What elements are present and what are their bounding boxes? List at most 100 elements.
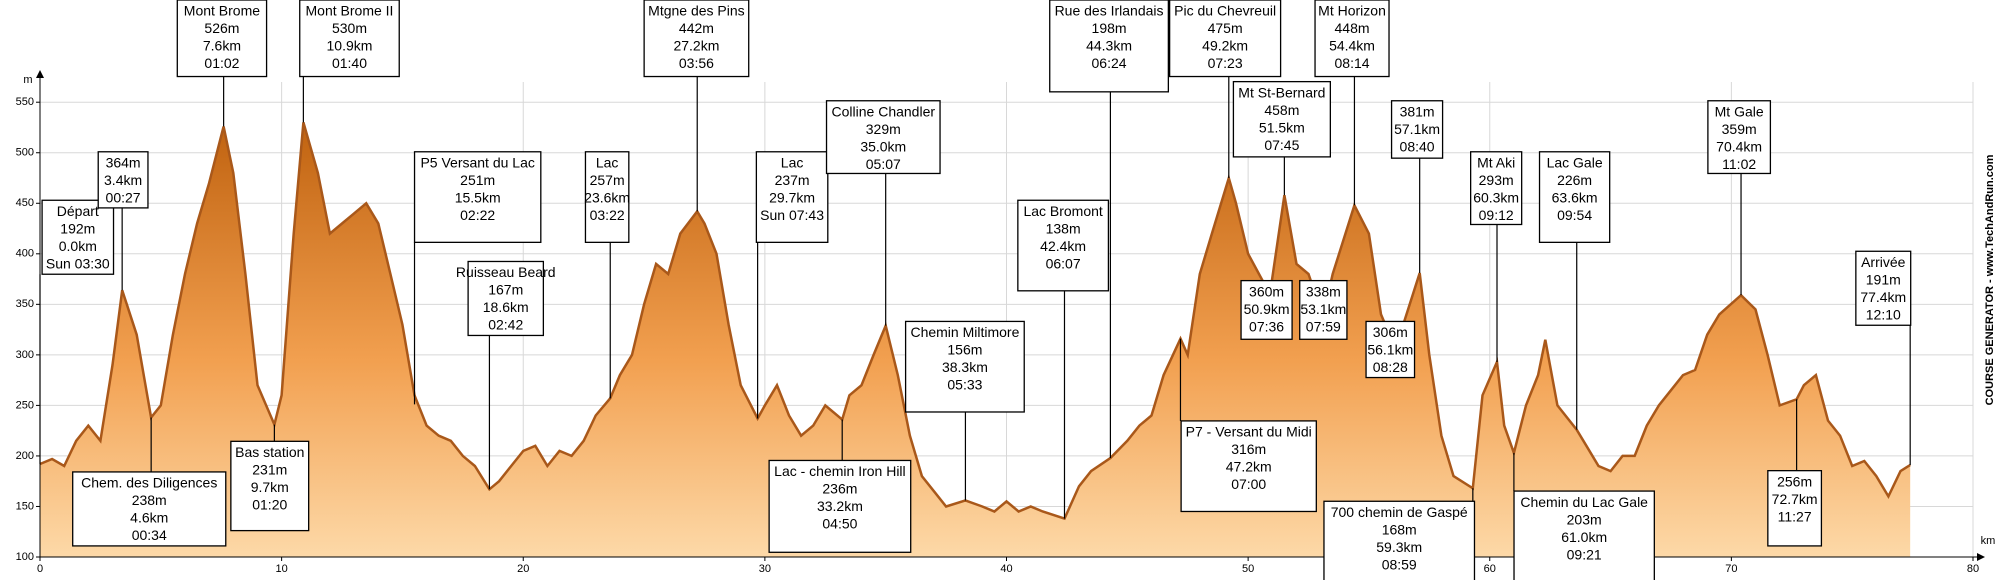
waypoint-elevation-label: 306m [1373,324,1408,340]
waypoint-time: Sun 07:43 [760,207,824,223]
waypoint-name: Bas station [235,444,304,460]
waypoint-time: 07:36 [1249,318,1284,334]
waypoint-distance-label: 70.4km [1716,138,1762,154]
waypoint-elevation-label: 293m [1479,172,1514,188]
waypoint-elevation-label: 475m [1208,20,1243,36]
waypoint-time: 01:02 [204,55,239,71]
waypoint-distance-label: 29.7km [769,189,815,205]
waypoint-elevation-label: 338m [1306,283,1341,299]
waypoint-box [413,151,542,243]
waypoint-time: 08:40 [1400,138,1435,154]
waypoint-distance-label: 3.4km [104,172,142,188]
waypoint-box [1538,151,1611,243]
x-arrow [1977,553,1985,561]
waypoint-elevation-label: 167m [488,282,523,298]
waypoint-name: Lac Bromont [1023,203,1102,219]
waypoint-elevation-label: 329m [866,121,901,137]
waypoint-elevation-label: 256m [1777,473,1812,489]
y-tick-label: 100 [16,551,34,563]
waypoint-box [41,199,115,275]
waypoint-box [467,260,545,337]
waypoint-elevation-label: 226m [1557,172,1592,188]
waypoint-name: 700 chemin de Gaspé [1331,504,1468,520]
x-tick-label: 0 [37,563,43,575]
waypoint-box [1232,80,1331,158]
x-tick-label: 10 [276,563,288,575]
waypoint-elevation-label: 257m [590,172,625,188]
waypoint-elevation-label: 364m [106,154,141,170]
y-tick-label: 150 [16,500,34,512]
waypoint-time: Sun 03:30 [46,255,110,271]
waypoint-box [643,0,750,78]
x-axis-label: km [1981,535,1996,547]
waypoint-distance-label: 49.2km [1202,38,1248,54]
waypoint-elevation-label: 442m [679,20,714,36]
x-tick-label: 80 [1967,563,1979,575]
x-tick-label: 50 [1242,563,1254,575]
waypoint-box [230,440,310,532]
waypoint-box [1707,100,1772,175]
waypoint-box [1365,320,1416,379]
y-tick-label: 400 [16,248,34,260]
waypoint-distance-label: 27.2km [673,38,719,54]
waypoint-time: 08:14 [1335,55,1370,71]
waypoint-name: Mont Brome II [306,3,394,19]
waypoint-time: 07:23 [1208,55,1243,71]
waypoint-time: 03:22 [590,207,625,223]
waypoint-distance-label: 42.4km [1040,238,1086,254]
waypoint-time: 07:59 [1306,318,1341,334]
waypoint-time: 00:27 [106,189,141,205]
y-tick-label: 200 [16,450,34,462]
waypoint-name: Mtgne des Pins [648,3,745,19]
waypoint-elevation-label: 526m [204,20,239,36]
waypoint-distance-label: 57.1km [1394,121,1440,137]
waypoint-time: 04:50 [822,516,857,532]
waypoint-box [1240,279,1293,340]
waypoint-box [1855,250,1912,326]
waypoint-elevation-label: 448m [1335,20,1370,36]
waypoint-distance-label: 15.5km [455,189,501,205]
waypoint-time: 12:10 [1866,306,1901,322]
waypoint-elevation-label: 138m [1046,220,1081,236]
waypoint-distance-label: 35.0km [860,138,906,154]
waypoint-box [1049,0,1170,93]
waypoint-time: 06:24 [1092,55,1127,71]
waypoint-time: 07:45 [1264,137,1299,153]
waypoint-distance-label: 61.0km [1561,529,1607,545]
waypoint-elevation-label: 316m [1231,441,1266,457]
waypoint-distance-label: 10.9km [327,38,373,54]
waypoint-box [1180,420,1317,513]
x-tick-label: 70 [1725,563,1737,575]
waypoint-elevation-label: 251m [460,172,495,188]
waypoint-distance-label: 18.6km [483,299,529,315]
waypoint-name: Mt Aki [1477,154,1515,170]
waypoint-elevation-label: 236m [822,481,857,497]
waypoint-name: Lac [781,154,804,170]
waypoint-box [1513,490,1655,580]
waypoint-box [97,151,149,209]
waypoint-time: 01:20 [252,497,287,513]
waypoint-box [1390,100,1444,159]
waypoint-time: 05:07 [866,156,901,172]
waypoint-time: 06:07 [1046,255,1081,271]
waypoint-name: P5 Versant du Lac [420,154,534,170]
waypoint-name: Lac - chemin Iron Hill [774,463,906,479]
waypoint-distance-label: 59.3km [1376,539,1422,555]
waypoint-box [1168,0,1282,78]
waypoint-name: Mt Horizon [1318,3,1386,19]
waypoint-name: Chemin du Lac Gale [1520,494,1648,510]
waypoint-name: Chem. des Diligences [81,475,217,491]
waypoint-name: Mt Gale [1715,103,1764,119]
y-tick-label: 300 [16,349,34,361]
waypoint-time: 11:02 [1722,156,1756,172]
waypoint-name: Rue des Irlandais [1055,3,1164,19]
y-tick-label: 450 [16,197,34,209]
waypoint-name: Mont Brome [184,3,260,19]
waypoint-name: Pic du Chevreuil [1174,3,1276,19]
waypoint-box [176,0,268,78]
waypoint-name: Lac [596,154,619,170]
waypoint-time: 09:54 [1557,207,1592,223]
waypoint-box [1470,151,1523,226]
waypoint-time: 02:42 [488,317,523,333]
waypoint-distance-label: 47.2km [1226,459,1272,475]
